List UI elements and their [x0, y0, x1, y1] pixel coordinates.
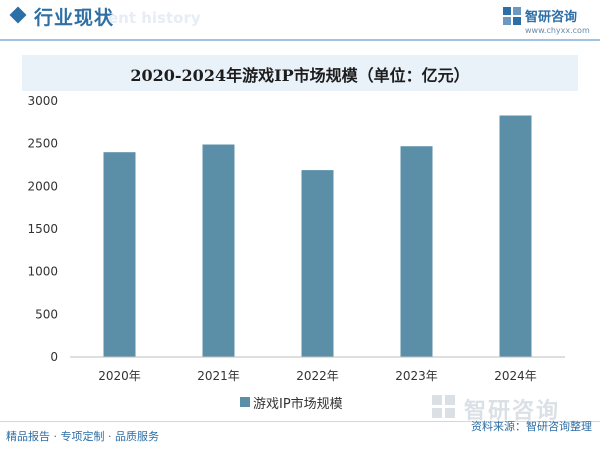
x-tick-label: 2021年	[197, 369, 240, 383]
header-divider	[0, 39, 600, 41]
bars	[103, 115, 532, 357]
bar	[499, 115, 532, 357]
y-tick-label: 0	[50, 350, 58, 364]
x-tick-label: 2023年	[395, 369, 438, 383]
legend-swatch	[240, 397, 250, 407]
footer-divider	[0, 421, 600, 422]
watermark-text: 智研咨询	[464, 399, 561, 424]
section-subtitle: ent history	[108, 9, 201, 27]
watermark-logo: 智研咨询	[430, 393, 590, 424]
y-tick-label: 2000	[27, 179, 58, 193]
brand-name: 智研咨询	[525, 10, 578, 25]
x-axis-labels: 2020年 2021年 2022年 2023年 2024年	[98, 369, 537, 383]
bar	[400, 146, 433, 357]
footer-tagline: 精品报告 · 专项定制 · 品质服务	[6, 430, 159, 443]
y-tick-label: 2500	[27, 137, 58, 151]
y-tick-label: 500	[35, 307, 58, 321]
y-axis-labels: 0 500 1000 1500 2000 2500 3000	[27, 94, 58, 364]
x-tick-label: 2024年	[494, 369, 537, 383]
chart-title: 2020-2024年游戏IP市场规模（单位：亿元）	[130, 66, 470, 85]
bar	[103, 152, 136, 357]
bar	[202, 144, 235, 357]
y-tick-label: 1500	[27, 222, 58, 236]
x-tick-label: 2022年	[296, 369, 339, 383]
chart-title-band	[22, 55, 578, 91]
section-title: 行业现状	[34, 7, 115, 29]
brand-logo-icon	[503, 7, 521, 25]
y-tick-label: 1000	[27, 265, 58, 279]
legend-label: 游戏IP市场规模	[253, 397, 343, 412]
footer-source: 资料来源：智研咨询整理	[471, 420, 592, 433]
y-tick-label: 3000	[27, 94, 58, 108]
brand-url: www.chyxx.com	[525, 26, 590, 35]
page-header: 行业现状 ent history 智研咨询 www.chyxx.com	[0, 0, 600, 40]
watermark-logo-icon	[432, 395, 455, 418]
x-tick-label: 2020年	[98, 369, 141, 383]
bar	[301, 170, 334, 357]
brand: 智研咨询 www.chyxx.com	[502, 4, 592, 38]
